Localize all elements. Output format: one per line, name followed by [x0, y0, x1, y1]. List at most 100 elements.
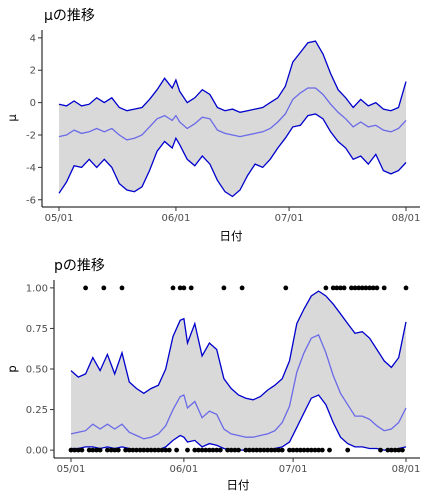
observation-point: [308, 447, 314, 453]
observation-point: [94, 447, 99, 453]
mu-y-tick-label: -2: [26, 131, 36, 142]
p-y-ticks: 0.00 0.25 0.50 0.75 1.00: [26, 283, 54, 457]
observation-point: [210, 447, 216, 453]
p-y-tick-label: 1.00: [26, 283, 48, 294]
observation-point: [272, 447, 278, 453]
observation-point: [101, 285, 107, 291]
observation-point: [265, 447, 270, 453]
observation-point: [283, 285, 289, 291]
observation-point: [185, 447, 190, 453]
observation-point: [290, 447, 296, 453]
observation-point: [217, 447, 223, 453]
observation-point: [90, 447, 96, 453]
observation-point: [363, 285, 369, 291]
observation-point: [356, 285, 362, 291]
observation-point: [341, 285, 347, 291]
mu-x-axis-label: 日付: [220, 229, 243, 243]
p-panel: pの推移 0.00 0.25 0.50 0.75 1.00 05/01 06/01 07/0…: [5, 258, 420, 492]
mu-chart-title: μの推移: [44, 8, 95, 24]
observation-point: [145, 447, 150, 453]
observation-point: [319, 447, 325, 453]
observation-point: [301, 447, 307, 453]
observation-point: [378, 447, 383, 453]
observation-point: [105, 447, 110, 453]
observation-point: [188, 285, 194, 291]
observation-point: [349, 285, 354, 291]
observation-point: [330, 285, 336, 291]
observation-point: [137, 447, 143, 453]
mu-y-tick-label: 0: [30, 98, 36, 109]
p-median-line: [70, 334, 407, 440]
mu-y-tick-label: -4: [26, 163, 36, 174]
observation-point: [298, 447, 303, 453]
observation-point: [239, 285, 245, 291]
observation-point: [199, 447, 205, 453]
observation-point: [228, 447, 234, 453]
mu-plot-area: [58, 40, 407, 198]
observation-point: [181, 285, 187, 291]
observation-point: [214, 447, 220, 453]
observation-point: [192, 447, 198, 453]
observation-point: [327, 447, 332, 453]
observation-point: [115, 447, 121, 453]
observation-point: [130, 447, 136, 453]
mu-x-tick-label: 05/01: [45, 213, 74, 224]
p-y-axis-label: p: [5, 365, 19, 372]
observation-point: [261, 447, 267, 453]
mu-x-tick-label: 08/01: [392, 213, 421, 224]
mu-x-ticks: 05/01 06/01 07/01 08/01: [45, 207, 421, 224]
observation-point: [392, 447, 398, 453]
observation-point: [119, 285, 125, 291]
observation-point: [159, 447, 165, 453]
observation-point: [254, 447, 260, 453]
observation-point: [134, 447, 139, 453]
observation-point: [97, 447, 103, 453]
p-interval-ribbon: [71, 291, 406, 451]
observation-point: [279, 447, 285, 453]
p-x-tick-label: 05/01: [57, 464, 86, 475]
observation-point: [268, 447, 274, 453]
p-y-tick-label: 0.00: [26, 446, 48, 457]
p-x-tick-label: 06/01: [169, 464, 198, 475]
observation-point: [374, 285, 380, 291]
observation-point: [177, 285, 183, 291]
p-y-tick-label: 0.75: [26, 324, 48, 335]
observation-point: [72, 447, 77, 453]
observation-point: [400, 447, 405, 453]
mu-lower-line: [58, 113, 407, 198]
observation-point: [170, 285, 176, 291]
mu-x-tick-label: 06/01: [162, 213, 191, 224]
observation-point: [403, 285, 409, 291]
observation-point: [287, 447, 292, 453]
observation-point: [247, 447, 252, 453]
observation-point: [334, 285, 340, 291]
observation-point: [196, 447, 201, 453]
observation-point: [294, 447, 300, 453]
observation-point: [123, 447, 128, 453]
p-x-ticks: 05/01 06/01 07/01 08/01: [57, 458, 421, 475]
observation-point: [250, 447, 256, 453]
observation-point: [385, 447, 391, 453]
observation-point: [163, 447, 169, 453]
p-x-tick-label: 08/01: [392, 464, 421, 475]
mu-median-line: [58, 87, 407, 141]
p-x-tick-label: 07/01: [279, 464, 308, 475]
mu-y-axis-label: μ: [5, 114, 19, 122]
p-y-tick-label: 0.50: [26, 365, 48, 376]
observation-point: [381, 285, 387, 291]
observation-point: [148, 447, 154, 453]
p-x-axis-label: 日付: [227, 478, 250, 492]
observation-point: [352, 285, 358, 291]
observation-point: [79, 447, 85, 453]
observation-point: [112, 447, 118, 453]
mu-upper-line: [58, 40, 407, 113]
observation-point: [75, 447, 81, 453]
observation-point: [367, 285, 372, 291]
observation-point: [236, 447, 241, 453]
observation-point: [312, 447, 318, 453]
p-upper-line: [70, 290, 407, 401]
mu-y-ticks: -6 -4 -2 0 2 4: [26, 33, 42, 206]
observation-point: [323, 285, 329, 291]
mu-panel: μの推移 -6 -4 -2 0 2 4 05/01 06/01 07/01 08/01 日付 μ: [5, 8, 420, 243]
observation-point: [396, 447, 402, 453]
